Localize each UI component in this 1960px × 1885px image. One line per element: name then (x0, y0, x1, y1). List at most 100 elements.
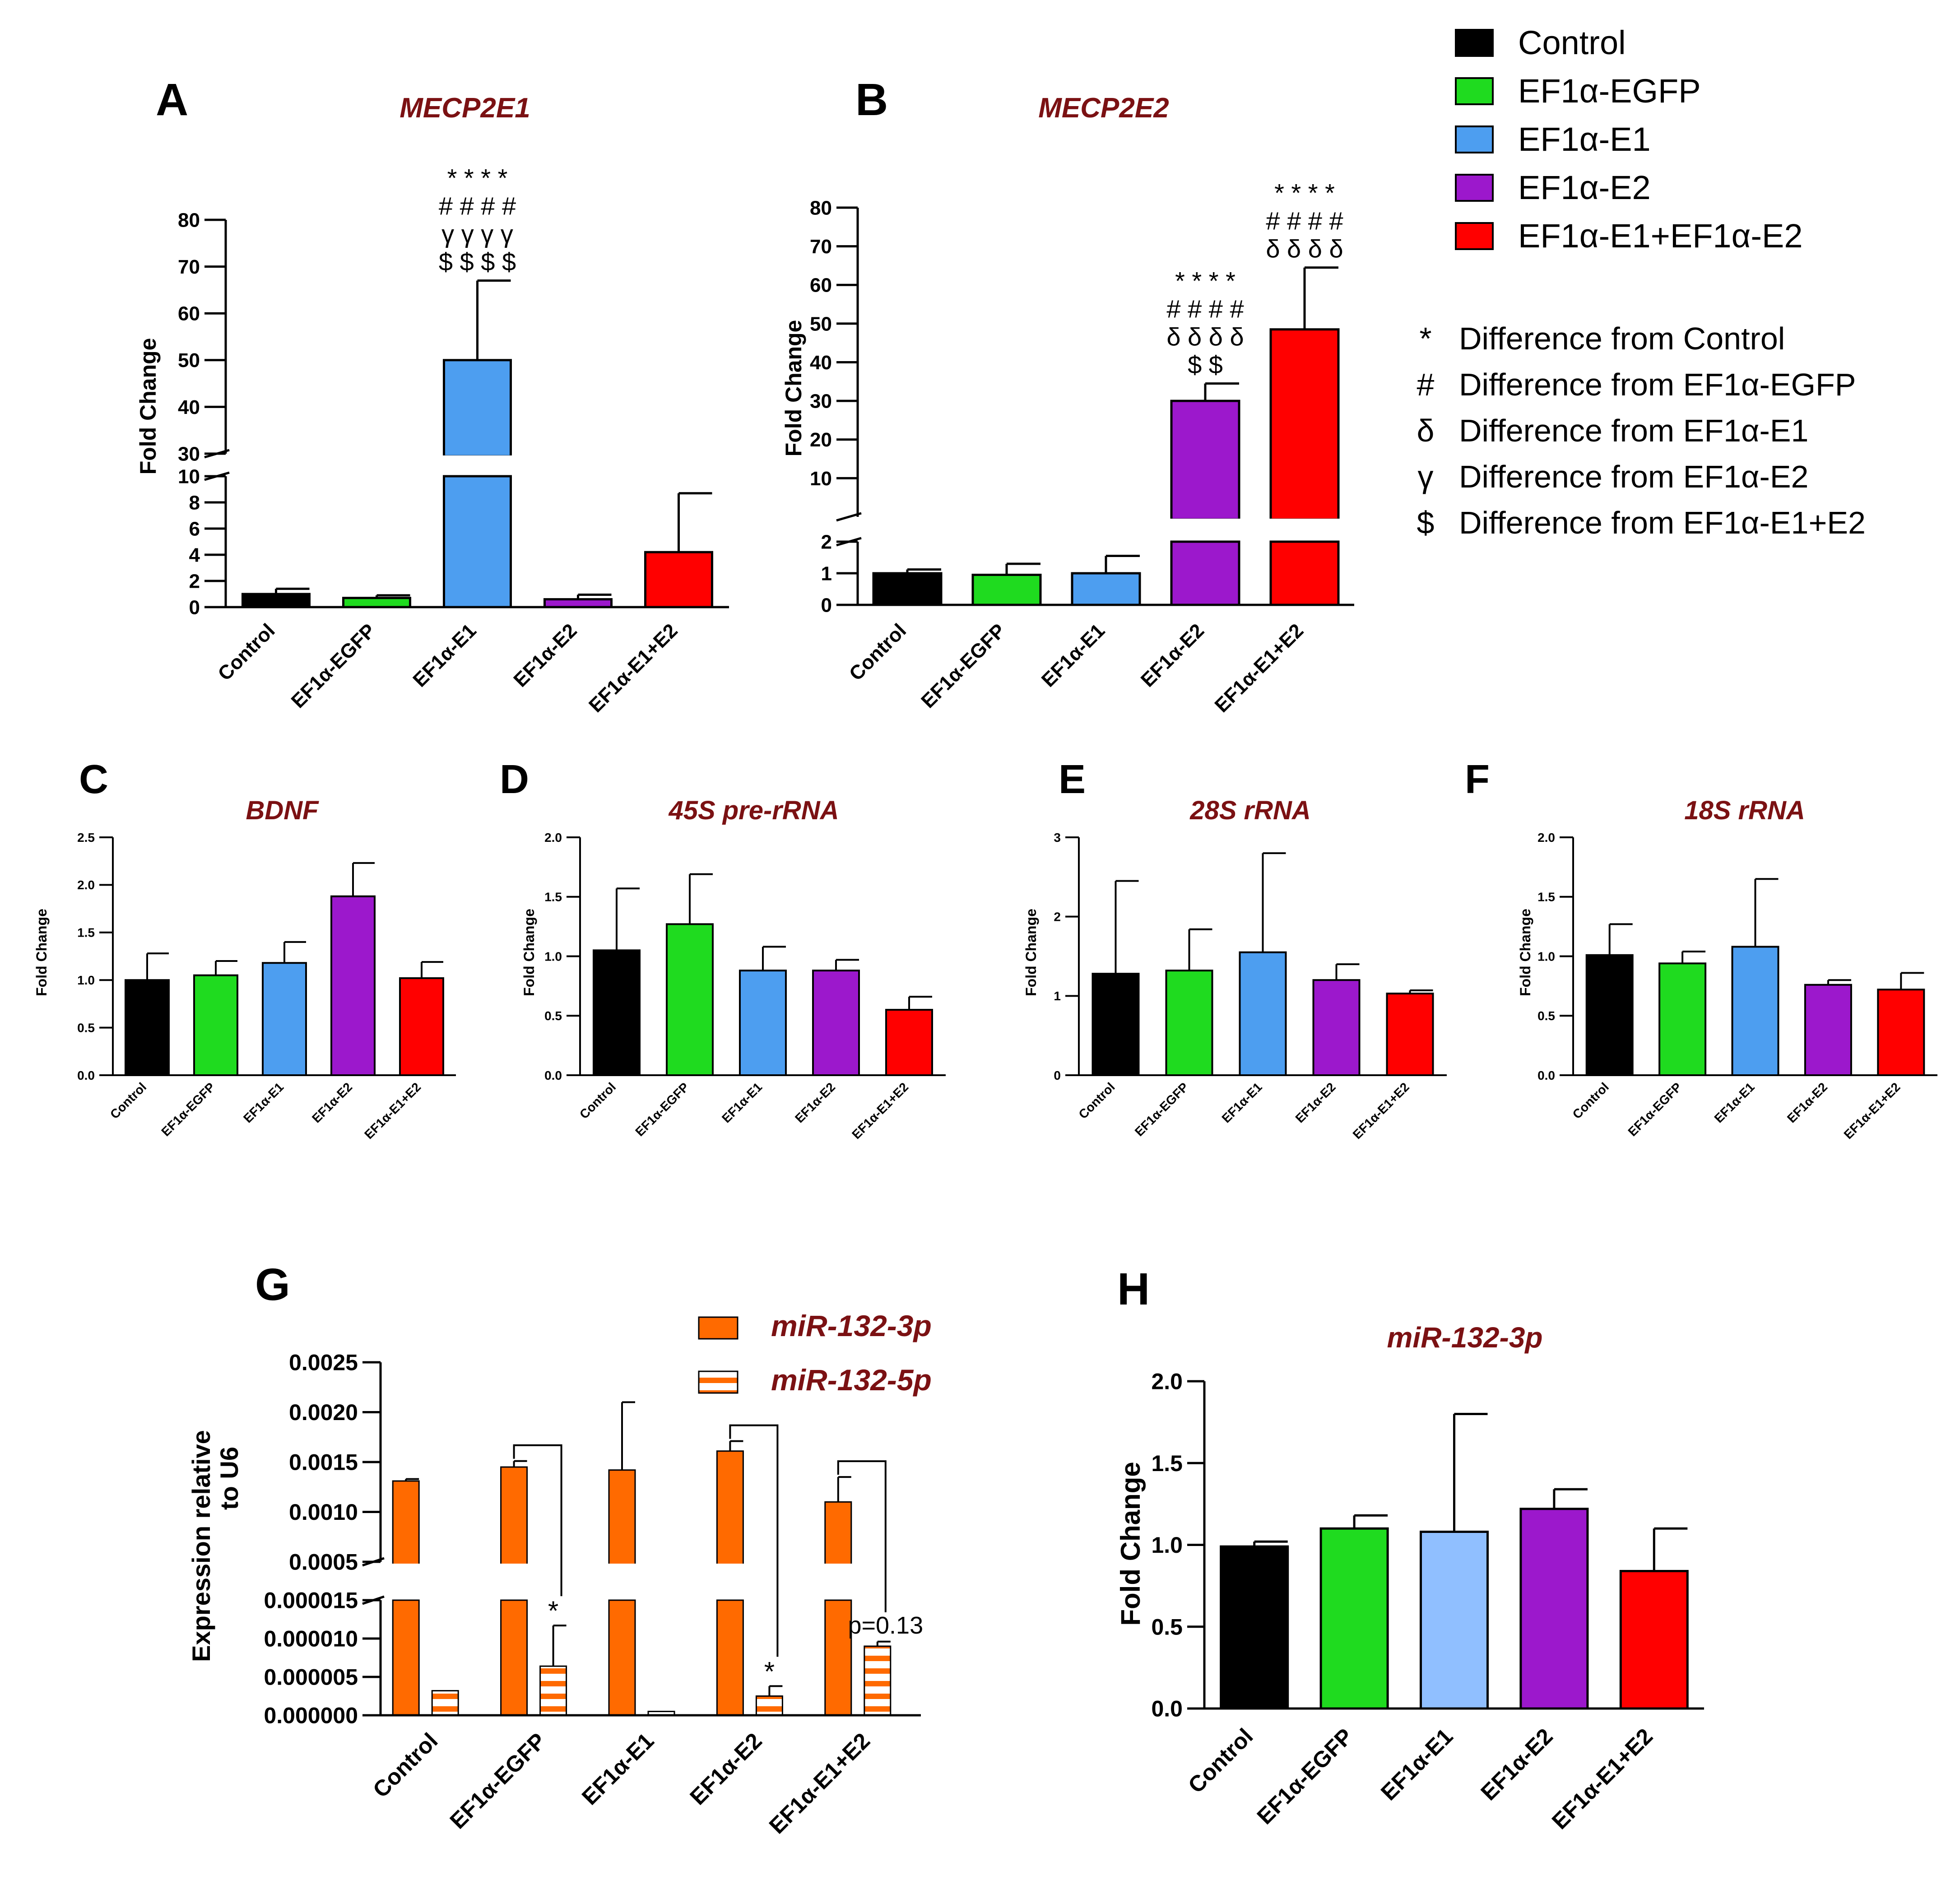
significance-annotation: * * * * (1274, 179, 1335, 207)
bar (971, 574, 1042, 606)
y-tick-label: 60 (810, 274, 832, 297)
y-tick-label: 80 (810, 197, 832, 219)
x-category-label: EF1α-E1 (241, 1080, 286, 1125)
chart-title: BDNF (246, 796, 319, 825)
comparison-bracket (729, 1424, 779, 1657)
bar (1269, 540, 1340, 606)
y-tick-label: 10 (178, 465, 200, 488)
x-category-label: EF1α-E1 (409, 619, 480, 691)
bar (1877, 989, 1925, 1077)
bar (739, 970, 787, 1077)
y-axis-label: Fold Change (1115, 1462, 1146, 1625)
bar (716, 1599, 744, 1716)
significance-annotation: δ δ δ δ (1266, 235, 1343, 263)
y-tick-label: 3 (1054, 831, 1061, 845)
y-tick-label: 2 (189, 570, 200, 592)
x-category-label: Control (1570, 1080, 1612, 1121)
bar (1220, 1545, 1289, 1710)
legend-symbol: γ (1418, 459, 1434, 494)
axis-break-mark (836, 512, 862, 522)
legend-swatch (698, 1370, 738, 1394)
y-tick-label: 2.0 (544, 831, 562, 845)
legend-label: EF1α-EGFP (1518, 72, 1701, 110)
significance-annotation: δ δ δ δ (1166, 323, 1244, 351)
y-tick-label: 20 (810, 429, 832, 451)
y-axis-label: Expression relative (187, 1430, 215, 1662)
bar (1170, 399, 1240, 521)
axis-break-mark (836, 537, 862, 547)
x-category-label: EF1α-EGFP (445, 1728, 551, 1834)
bar (1420, 1531, 1489, 1710)
bar (608, 1469, 636, 1565)
chart-panel-C: C BDNF Fold Change 0.0 0.5 1.0 1.5 2.0 2.5 Contro… (33, 757, 456, 1142)
y-tick-label: 0.0 (77, 1068, 95, 1082)
y-tick-label: 0.000015 (264, 1588, 358, 1613)
y-axis-label: Fold Change (33, 909, 50, 996)
chart-title: MECP2E1 (399, 93, 530, 124)
chart-title: miR-132-3p (1387, 1321, 1543, 1354)
significance-annotation: # # # # (1166, 295, 1244, 323)
chart-title: 45S pre-rRNA (668, 796, 839, 825)
y-tick-label: 30 (178, 443, 200, 465)
bar (716, 1450, 744, 1565)
y-tick-label: 70 (810, 236, 832, 258)
panel-label: G (255, 1259, 290, 1310)
x-category-label: Control (368, 1728, 442, 1802)
legend-label: miR-132-3p (771, 1309, 932, 1342)
significance-annotation: # # # # (1266, 207, 1343, 235)
axis-break-gap (607, 1564, 637, 1598)
y-tick-label: 1 (1054, 989, 1061, 1003)
y-tick-label: 0.000005 (264, 1665, 358, 1690)
panel-label: F (1465, 757, 1490, 802)
legend-symbol-text: Difference from Control (1459, 321, 1785, 356)
x-category-label: EF1α-EGFP (158, 1080, 218, 1139)
legend-symbol: * (1419, 321, 1431, 356)
bar (242, 593, 311, 608)
panel-label: E (1059, 757, 1086, 802)
legend-swatch (1455, 222, 1494, 250)
chart-panel-B: B MECP2E2 Fold Change 0 1 2 10 20 30 40 50 60 70 80 Co… (781, 74, 1354, 717)
legend-symbol-text: Difference from EF1α-EGFP (1459, 367, 1856, 402)
bar (644, 551, 713, 608)
x-category-label: EF1α-EGFP (632, 1080, 692, 1139)
y-tick-label: 1.0 (544, 949, 562, 963)
bar (392, 1480, 420, 1565)
legend-label: EF1α-E1 (1518, 121, 1651, 158)
y-tick-label: 50 (178, 349, 200, 371)
bar (1165, 970, 1213, 1077)
bar (392, 1599, 420, 1716)
bar (500, 1599, 528, 1716)
bar (1619, 1570, 1689, 1710)
bar (864, 1645, 892, 1716)
bar (431, 1690, 459, 1716)
bar (1804, 984, 1852, 1076)
y-tick-label: 40 (178, 396, 200, 418)
x-category-label: EF1α-EGFP (1625, 1080, 1684, 1139)
x-category-label: EF1α-E1 (1037, 619, 1109, 691)
chart-title: 28S rRNA (1189, 796, 1311, 825)
x-category-label: Control (1183, 1723, 1258, 1798)
bar (342, 597, 411, 608)
y-tick-label: 50 (810, 313, 832, 335)
panel-label: C (79, 757, 108, 802)
y-tick-label: 2.5 (77, 831, 95, 845)
x-category-label: EF1α-E1+E2 (1547, 1723, 1658, 1834)
x-category-label: EF1α-E1 (1376, 1723, 1458, 1805)
bar (543, 598, 613, 608)
y-axis-label: Fold Change (1517, 909, 1533, 996)
bar (593, 949, 641, 1076)
y-tick-label: 10 (810, 468, 832, 490)
legend-label: EF1α-E1+EF1α-E2 (1518, 217, 1803, 255)
legend-swatch (698, 1316, 738, 1340)
y-tick-label: 0.5 (1151, 1614, 1183, 1639)
significance-annotation: p=0.13 (848, 1612, 923, 1639)
legend-symbol-text: Difference from EF1α-E1+E2 (1459, 505, 1866, 540)
significance-annotation: * (764, 1656, 775, 1686)
y-tick-label: 70 (178, 256, 200, 278)
significance-annotation: * * * * (447, 164, 508, 192)
bar (1170, 540, 1240, 606)
bar (1658, 962, 1707, 1077)
y-tick-label: 2 (821, 531, 832, 553)
